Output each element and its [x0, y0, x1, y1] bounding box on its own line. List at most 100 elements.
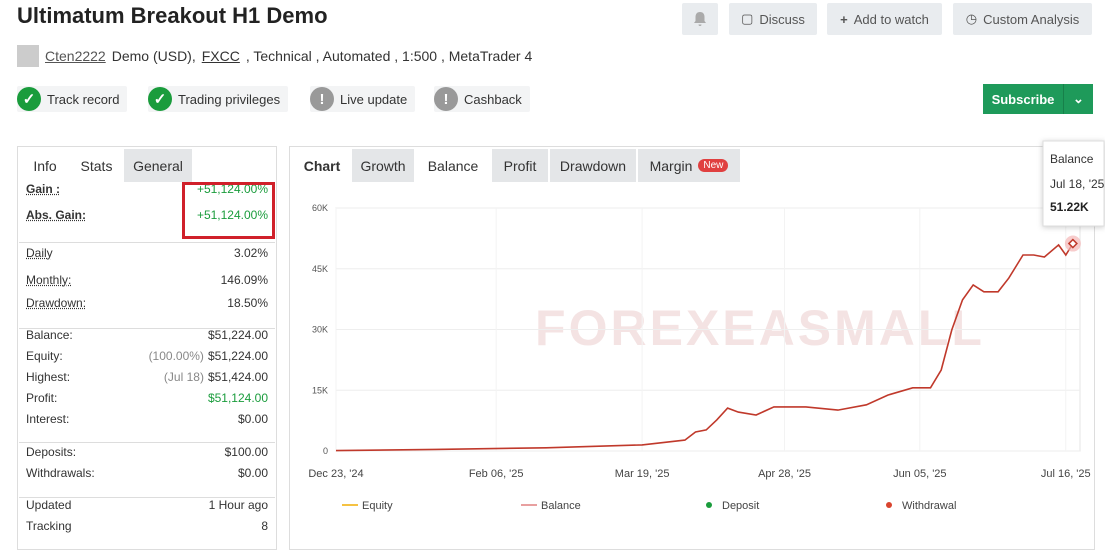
- stat-value: 146.09%: [220, 273, 268, 287]
- details: , Technical , Automated , 1:500 , MetaTr…: [245, 48, 533, 64]
- tab[interactable]: Chart: [292, 149, 352, 182]
- stat-value: 18.50%: [227, 296, 268, 310]
- stat-value: $51,124.00: [207, 391, 268, 405]
- stat-note: (100.00%): [148, 349, 204, 363]
- stat-value: 1 Hour ago: [208, 498, 268, 512]
- dropdown-caret[interactable]: ⌄: [1063, 84, 1093, 114]
- stats-panel: Info Stats General Gain : +51,124.00% Abs. Ga…: [17, 146, 277, 550]
- stat-value: $51,424.00: [207, 370, 268, 384]
- x-tick-label: Feb 06, '25: [469, 468, 524, 480]
- x-tick-label: Apr 28, '25: [758, 468, 811, 480]
- stat-label: Abs. Gain:: [26, 208, 87, 222]
- icon: ◷: [965, 11, 978, 26]
- stat-label: Gain :: [26, 182, 61, 196]
- tab[interactable]: Balance: [416, 149, 490, 182]
- tab[interactable]: Info: [20, 149, 70, 182]
- x-tick-label: Mar 19, '25: [615, 468, 670, 480]
- account-line: Cten2222 Demo (USD), FXCC , Technical , …: [17, 45, 532, 67]
- stat-value-wrap: (Jul 18) $51,424.00: [164, 370, 268, 384]
- x-tick-label: Jul 16, '25: [1041, 468, 1091, 480]
- discuss-button[interactable]: ▢ Discuss: [729, 3, 817, 35]
- new-badge: New: [698, 159, 729, 172]
- button-label: Subscribe: [991, 91, 1055, 107]
- stat-row: Withdrawals: $0.00: [26, 463, 268, 483]
- watch-button[interactable]: + Add to watch: [827, 3, 942, 35]
- stat-label: Withdrawals:: [26, 466, 95, 480]
- stat-value-wrap: +51,124.00%: [197, 182, 268, 196]
- tab[interactable]: General: [124, 149, 192, 182]
- notify-button[interactable]: [682, 3, 718, 35]
- icon: ▢: [741, 11, 754, 26]
- y-tick-label: 60K: [312, 203, 328, 213]
- button-label: Discuss: [759, 11, 805, 27]
- stat-value-wrap: 3.02%: [234, 246, 268, 260]
- stat-label: Interest:: [26, 412, 70, 426]
- tab[interactable]: Margin New: [638, 149, 740, 182]
- stat-label: Equity:: [26, 349, 63, 363]
- stat-row: Gain : +51,124.00%: [26, 179, 268, 199]
- alert-icon: !: [434, 87, 458, 111]
- badge: ! Live update: [310, 86, 416, 112]
- stat-label: Updated: [26, 498, 72, 512]
- stat-label: Monthly:: [26, 273, 72, 287]
- stat-value-wrap: (100.00%) $51,224.00: [149, 349, 268, 363]
- stat-value: $0.00: [237, 466, 268, 480]
- stat-value: +51,124.00%: [196, 208, 268, 222]
- stat-row: Highest: (Jul 18) $51,424.00: [26, 367, 268, 387]
- y-tick-label: 30K: [312, 325, 328, 335]
- alert-icon: !: [310, 87, 334, 111]
- y-tick-label: 45K: [312, 264, 328, 274]
- stat-value: 3.02%: [233, 246, 268, 260]
- stat-note: (Jul 18): [163, 370, 204, 384]
- icon: +: [840, 11, 848, 27]
- analysis-button[interactable]: ◷ Custom Analysis: [953, 3, 1092, 35]
- legend-label: Deposit: [722, 500, 759, 512]
- stat-value-wrap: +51,124.00%: [197, 208, 268, 222]
- separator: [19, 328, 275, 329]
- balance-line: [335, 243, 1074, 452]
- stat-row: Monthly: 146.09%: [26, 270, 268, 290]
- stat-value: $0.00: [237, 412, 268, 426]
- tab[interactable]: Growth: [352, 149, 414, 182]
- tab[interactable]: Profit: [492, 149, 548, 182]
- stat-label: Tracking: [26, 519, 72, 533]
- check-icon: ✓: [148, 87, 172, 111]
- stat-value-wrap: $0.00: [238, 412, 268, 426]
- badge: ✓ Trading privileges: [148, 86, 289, 112]
- tooltip-box: [1042, 140, 1105, 227]
- hover-point: [1067, 238, 1078, 249]
- x-tick-label: Dec 23, '24: [308, 468, 363, 480]
- y-tick-label: 15K: [312, 385, 328, 395]
- subscribe-button[interactable]: Subscribe ⌄: [983, 84, 1093, 114]
- details: Demo (USD),: [111, 48, 196, 64]
- badge: ✓ Track record: [17, 86, 128, 112]
- badge-label: Live update: [340, 91, 408, 107]
- stat-row: Balance: $51,224.00: [26, 325, 268, 345]
- y-tick-label: 0: [323, 446, 328, 456]
- highlight-box: [182, 182, 275, 239]
- chart-panel: Chart Growth Balance Profit Drawdown Margin Ne…: [289, 146, 1095, 550]
- stat-row: Drawdown: 18.50%: [26, 293, 268, 313]
- tab[interactable]: Stats: [70, 149, 123, 182]
- page-title: Ultimatum Breakout H1 Demo: [17, 3, 328, 28]
- separator: [19, 497, 275, 498]
- separator: [19, 442, 275, 443]
- avatar: [17, 45, 39, 67]
- stat-label: Highest:: [26, 370, 71, 384]
- stat-row: Abs. Gain: +51,124.00%: [26, 205, 268, 225]
- legend-label: Equity: [362, 500, 393, 512]
- stat-value: $51,224.00: [207, 328, 268, 342]
- stat-value: $100.00: [224, 445, 268, 459]
- user-link[interactable]: Cten2222: [45, 48, 106, 64]
- stat-value-wrap: $100.00: [225, 445, 268, 459]
- badge: ! Cashback: [434, 86, 530, 112]
- stat-value-wrap: $0.00: [238, 466, 268, 480]
- stat-row: Daily 3.02%: [26, 243, 268, 263]
- watermark: FOREXEASMALL: [535, 300, 985, 356]
- broker-link[interactable]: FXCC: [201, 48, 240, 64]
- stat-value-wrap: $51,224.00: [208, 328, 268, 342]
- tab[interactable]: Drawdown: [550, 149, 636, 182]
- stat-row: Tracking 8: [26, 516, 268, 536]
- stat-value-wrap: 146.09%: [221, 273, 268, 287]
